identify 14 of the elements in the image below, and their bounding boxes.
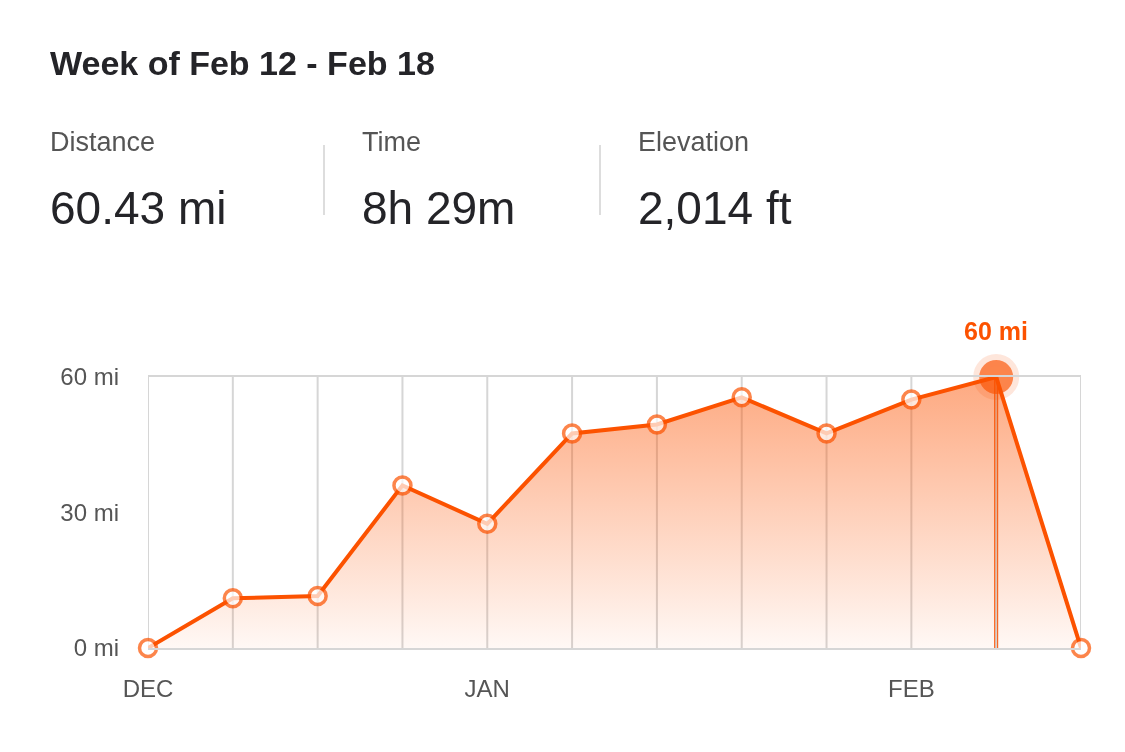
y-tick-label: 60 mi [60, 363, 119, 391]
x-tick-label: FEB [888, 674, 935, 702]
annotation: 60 mi [964, 317, 1028, 345]
y-tick-label: 0 mi [73, 634, 119, 662]
text: Time [362, 127, 421, 157]
text: 8h 29m [362, 182, 516, 234]
text: Elevation [638, 127, 750, 157]
y-tick-label: 30 mi [60, 498, 119, 526]
text: Distance [50, 127, 156, 157]
x-tick-label: JAN [464, 674, 510, 702]
chart-title: Week of Feb 12 - Feb 18 [50, 44, 435, 82]
text: 2,014 ft [638, 182, 792, 234]
x-tick-label: DEC [122, 674, 174, 702]
text: 60.43 mi [50, 182, 227, 234]
